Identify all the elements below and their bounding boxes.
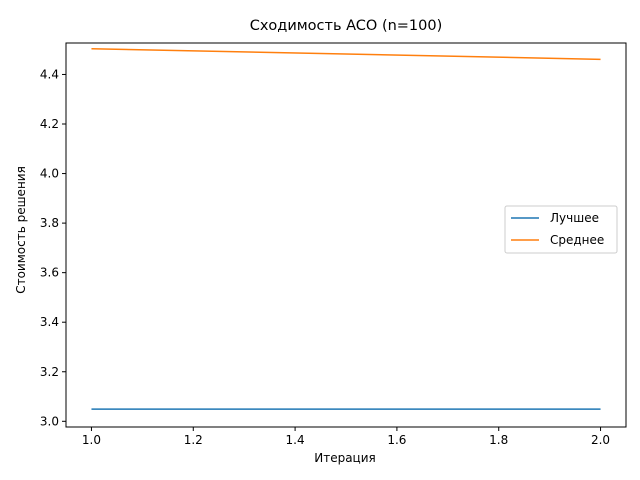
y-tick-label: 4.4	[40, 67, 59, 81]
legend-label: Среднее	[550, 233, 604, 247]
x-tick-label: 1.0	[82, 433, 101, 447]
chart-title: Сходимость ACO (n=100)	[250, 18, 443, 34]
y-axis-ticks: 3.0 3.2 3.4 3.6 3.8 4.0 4.2 4.4	[40, 67, 66, 428]
y-tick-label: 4.0	[40, 167, 59, 181]
y-tick-label: 3.2	[40, 365, 59, 379]
y-tick-label: 3.6	[40, 266, 59, 280]
x-tick-label: 1.8	[489, 433, 508, 447]
x-axis-label: Итерация	[314, 451, 376, 465]
legend-label: Лучшее	[550, 211, 599, 225]
y-tick-label: 4.2	[40, 117, 59, 131]
y-tick-label: 3.4	[40, 315, 59, 329]
y-tick-label: 3.8	[40, 216, 59, 230]
x-tick-label: 1.2	[184, 433, 203, 447]
y-tick-label: 3.0	[40, 414, 59, 428]
series-layer	[91, 47, 601, 410]
legend: Лучшее Среднее	[504, 205, 618, 254]
x-tick-label: 2.0	[591, 433, 610, 447]
y-axis-label: Стоимость решения	[14, 166, 28, 294]
plot-frame	[65, 42, 627, 428]
series-line-1	[91, 47, 601, 61]
x-tick-label: 1.6	[387, 433, 406, 447]
x-axis-ticks: 1.0 1.2 1.4 1.6 1.8 2.0	[82, 427, 610, 447]
x-tick-label: 1.4	[286, 433, 305, 447]
